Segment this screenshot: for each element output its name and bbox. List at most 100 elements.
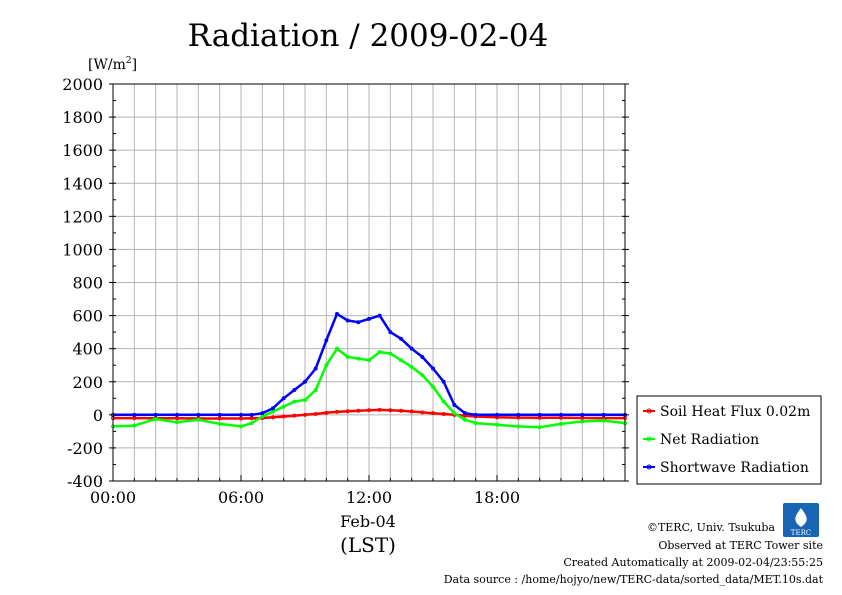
data-point-net-radiation — [334, 346, 339, 351]
data-point-shortwave-radiation — [334, 311, 339, 316]
data-point-shortwave-radiation — [270, 406, 275, 411]
y-tick-label: 400 — [72, 340, 103, 359]
x-tick-label: 06:00 — [218, 488, 264, 507]
data-point-shortwave-radiation — [249, 412, 254, 417]
data-point-shortwave-radiation — [260, 411, 265, 416]
data-point-net-radiation — [430, 384, 435, 389]
data-point-shortwave-radiation — [420, 354, 425, 359]
data-point-net-radiation — [345, 354, 350, 359]
data-point-net-radiation — [377, 349, 382, 354]
data-point-soil-heat-flux-0-02m — [420, 410, 425, 415]
series-line-shortwave-radiation — [113, 312, 625, 417]
data-point-shortwave-radiation — [559, 412, 564, 417]
data-point-soil-heat-flux-0-02m — [334, 409, 339, 414]
data-point-shortwave-radiation — [377, 313, 382, 318]
data-point-soil-heat-flux-0-02m — [388, 408, 393, 413]
data-point-soil-heat-flux-0-02m — [281, 414, 286, 419]
data-point-soil-heat-flux-0-02m — [398, 408, 403, 413]
data-point-net-radiation — [409, 364, 414, 369]
data-point-shortwave-radiation — [452, 402, 457, 407]
x-axis-date-label: Feb-04 — [340, 512, 396, 531]
legend-label-soil-heat-flux-0-02m: Soil Heat Flux 0.02m — [660, 404, 810, 420]
x-tick-label: 12:00 — [346, 488, 392, 507]
y-tick-label: 1000 — [62, 240, 103, 259]
legend-marker-shortwave-radiation — [646, 464, 652, 470]
data-point-net-radiation — [494, 422, 499, 427]
data-point-net-radiation — [441, 399, 446, 404]
data-point-shortwave-radiation — [516, 412, 521, 417]
data-point-soil-heat-flux-0-02m — [238, 416, 243, 421]
data-point-net-radiation — [196, 417, 201, 422]
data-point-net-radiation — [217, 421, 222, 426]
data-point-shortwave-radiation — [356, 320, 361, 325]
data-point-shortwave-radiation — [366, 316, 371, 321]
data-point-net-radiation — [559, 421, 564, 426]
data-point-shortwave-radiation — [196, 412, 201, 417]
data-point-net-radiation — [537, 425, 542, 430]
data-point-shortwave-radiation — [537, 412, 542, 417]
data-point-shortwave-radiation — [398, 336, 403, 341]
legend-label-net-radiation: Net Radiation — [660, 432, 759, 448]
data-point-soil-heat-flux-0-02m — [324, 410, 329, 415]
x-tick-label: 18:00 — [474, 488, 520, 507]
y-tick-label: 200 — [72, 373, 103, 392]
data-point-shortwave-radiation — [324, 338, 329, 343]
data-point-soil-heat-flux-0-02m — [356, 408, 361, 413]
data-point-net-radiation — [324, 363, 329, 368]
data-point-soil-heat-flux-0-02m — [302, 412, 307, 417]
data-point-shortwave-radiation — [494, 412, 499, 417]
data-point-soil-heat-flux-0-02m — [270, 415, 275, 420]
data-point-shortwave-radiation — [238, 412, 243, 417]
data-point-net-radiation — [516, 424, 521, 429]
legend-label-shortwave-radiation: Shortwave Radiation — [660, 460, 809, 476]
data-point-shortwave-radiation — [174, 412, 179, 417]
data-point-shortwave-radiation — [281, 396, 286, 401]
data-point-shortwave-radiation — [462, 411, 467, 416]
legend-marker-net-radiation — [646, 436, 652, 442]
y-tick-label: 800 — [72, 274, 103, 293]
y-tick-label: -200 — [67, 439, 103, 458]
observed-text: Observed at TERC Tower site — [658, 539, 823, 552]
data-point-shortwave-radiation — [217, 412, 222, 417]
chart-title: Radiation / 2009-02-04 — [188, 18, 549, 54]
y-tick-label: 1800 — [62, 108, 103, 127]
data-point-shortwave-radiation — [473, 412, 478, 417]
data-point-shortwave-radiation — [292, 388, 297, 393]
logo-text: TERC — [791, 529, 811, 537]
data-point-shortwave-radiation — [580, 412, 585, 417]
data-point-shortwave-radiation — [430, 366, 435, 371]
legend-box — [636, 395, 822, 485]
y-tick-label: 0 — [93, 406, 103, 425]
series-layer — [111, 311, 628, 430]
data-point-soil-heat-flux-0-02m — [345, 409, 350, 414]
y-tick-label: 1600 — [62, 141, 103, 160]
data-point-net-radiation — [366, 358, 371, 363]
y-tick-label: 600 — [72, 307, 103, 326]
data-point-net-radiation — [249, 421, 254, 426]
y-axis-unit-base: [W/m — [88, 57, 126, 73]
data-point-net-radiation — [153, 416, 158, 421]
data-point-shortwave-radiation — [153, 412, 158, 417]
data-point-net-radiation — [473, 421, 478, 426]
legend: Soil Heat Flux 0.02m Net Radiation Shortwa… — [643, 404, 810, 476]
data-point-net-radiation — [580, 419, 585, 424]
x-tick-label: 00:00 — [90, 488, 136, 507]
x-axis-label: (LST) — [340, 533, 396, 557]
data-point-soil-heat-flux-0-02m — [441, 412, 446, 417]
y-tick-label: 1200 — [62, 207, 103, 226]
series-line-soil-heat-flux-0-02m — [113, 408, 625, 420]
data-point-net-radiation — [462, 417, 467, 422]
data-point-shortwave-radiation — [388, 330, 393, 335]
x-axis-ticks: 00:00 06:00 12:00 18:00 — [90, 475, 626, 507]
data-point-net-radiation — [452, 411, 457, 416]
data-point-shortwave-radiation — [441, 379, 446, 384]
data-point-net-radiation — [132, 423, 137, 428]
data-point-soil-heat-flux-0-02m — [292, 413, 297, 418]
data-point-net-radiation — [601, 418, 606, 423]
legend-marker-soil-heat-flux-0-02m — [646, 408, 652, 414]
data-source-text: Data source : /home/hojyo/new/TERC-data/… — [444, 573, 824, 586]
data-point-soil-heat-flux-0-02m — [366, 408, 371, 413]
data-point-soil-heat-flux-0-02m — [377, 407, 382, 412]
data-point-net-radiation — [420, 373, 425, 378]
data-point-net-radiation — [281, 404, 286, 409]
